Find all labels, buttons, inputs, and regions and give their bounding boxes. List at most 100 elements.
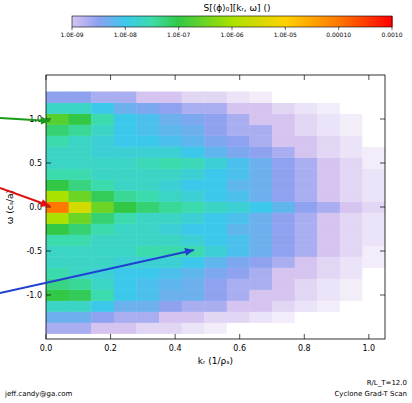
heatmap-cell [340,312,363,323]
heatmap-cell [272,279,295,290]
heatmap-cell [249,136,272,147]
colorbar-tick [178,27,179,30]
heatmap-cell [317,103,340,114]
heatmap-cell [46,125,69,136]
heatmap-cell [227,180,250,191]
colorbar-tick [232,27,233,30]
heatmap-cell [204,246,227,257]
arrow [0,248,194,293]
heatmap-cell [46,246,69,257]
colorbar-tick [285,27,286,30]
colorbar-frame [72,16,392,27]
annotation: Cyclone Grad-T Scan [334,390,407,398]
heatmap-cell [136,202,159,213]
heatmap-cell [114,92,137,103]
heatmap-cell [249,246,272,257]
y-tick [46,295,51,296]
heatmap-cell [362,279,385,290]
heatmap-cell [91,158,114,169]
heatmap-cell [136,114,159,125]
heatmap-cell [317,180,340,191]
heatmap-cell [46,268,69,279]
heatmap-cell [272,224,295,235]
colorbar-tick-label: 0.0010 [382,31,403,38]
x-tick-label: 0.0 [40,344,53,353]
heatmap-cell [227,114,250,125]
heatmap-cell [340,180,363,191]
heatmap-cell [362,169,385,180]
colorbar-tick-label: 0.00010 [326,31,351,38]
heatmap-cell [182,257,205,268]
heatmap-cell [204,169,227,180]
heatmap-cell [340,125,363,136]
heatmap-cell [362,312,385,323]
heatmap-cell [69,312,92,323]
heatmap-cell [227,268,250,279]
heatmap-cell [295,136,318,147]
heatmap-cell [249,158,272,169]
heatmap-cell [182,268,205,279]
heatmap-cell [227,125,250,136]
heatmap-cell [362,268,385,279]
heatmap-cell [340,235,363,246]
heatmap-cell [340,257,363,268]
heatmap-cell [249,114,272,125]
heatmap-cell [182,323,205,334]
heatmap-cell [114,312,137,323]
heatmap-cell [340,103,363,114]
heatmap-cell [114,235,137,246]
colorbar-tick-label: 1.0E-06 [220,31,243,38]
heatmap-cell [227,92,250,103]
y-tick [46,207,51,208]
heatmap-cell [295,224,318,235]
x-tick-label: 0.8 [298,344,311,353]
heatmap-cell [136,92,159,103]
heatmap-cell [204,103,227,114]
heatmap-cell [317,323,340,334]
heatmap-cell [69,158,92,169]
heatmap-cell [317,235,340,246]
x-tick [368,75,369,80]
heatmap-cell [317,290,340,301]
heatmap-cell [69,191,92,202]
heatmap-cell [340,92,363,103]
heatmap-cell [362,323,385,334]
y-tick [46,163,51,164]
heatmap-cell [159,301,182,312]
heatmap-cell [114,268,137,279]
heatmap-cell [362,114,385,125]
heatmap-cell [136,169,159,180]
heatmap-cell [69,103,92,114]
heatmap-cell [362,191,385,202]
x-tick-label: 0.2 [104,344,117,353]
heatmap-cell [69,202,92,213]
x-axis-label: kᵣ (1/ρₛ) [198,356,233,366]
heatmap-cell [362,235,385,246]
heatmap-cell [272,202,295,213]
heatmap-cell [46,103,69,114]
heatmap-cell [295,92,318,103]
y-tick-label: 0.0 [29,203,42,212]
heatmap-cell [182,114,205,125]
colorbar [72,16,393,27]
y-tick [380,207,385,208]
heatmap-cell [46,114,69,125]
heatmap-cell [136,125,159,136]
heatmap-cell [317,301,340,312]
heatmap-cell [340,191,363,202]
heatmap-cell [227,103,250,114]
heatmap-cell [340,246,363,257]
heatmap-cell [114,202,137,213]
heatmap-cell [69,323,92,334]
heatmap-cell [295,323,318,334]
heatmap-cell [91,323,114,334]
heatmap-cell [159,125,182,136]
heatmap-cell [317,92,340,103]
heatmap-cell [69,169,92,180]
colorbar-tick [72,27,73,30]
heatmap-cell [227,235,250,246]
heatmap-cell [317,224,340,235]
heatmap-cell [272,114,295,125]
heatmap-cell [91,103,114,114]
heatmap-cell [204,224,227,235]
